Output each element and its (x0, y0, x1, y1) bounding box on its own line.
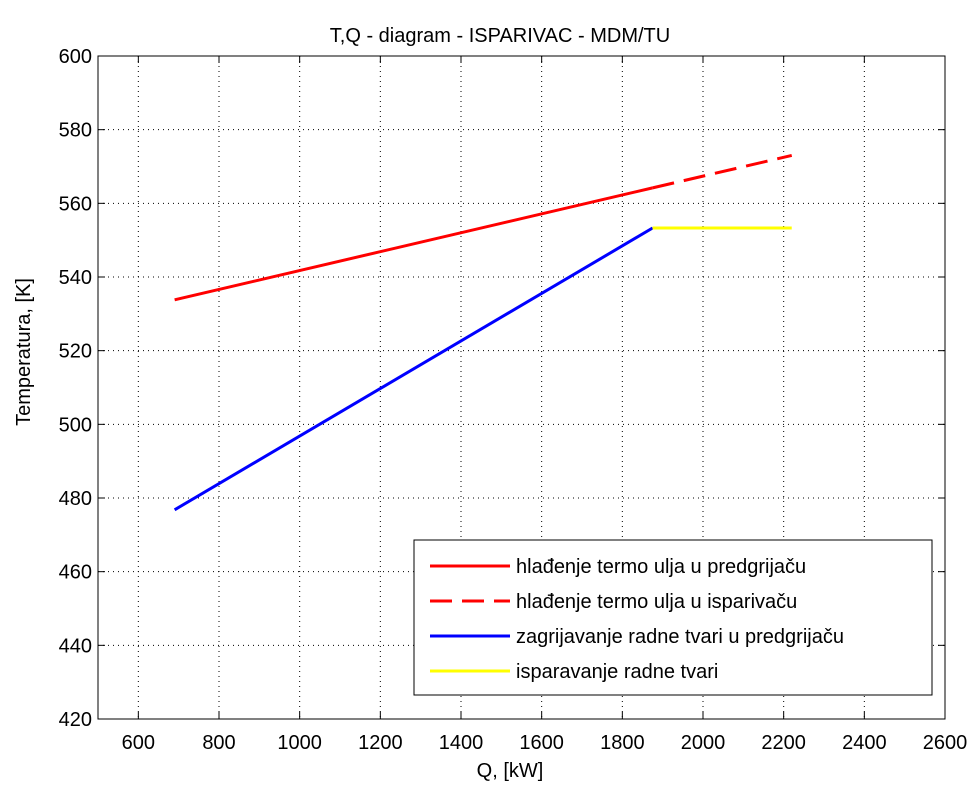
x-tick-label: 1800 (600, 732, 645, 754)
y-tick-label: 420 (59, 709, 92, 731)
y-tick-label: 580 (59, 120, 92, 142)
y-tick-label: 540 (59, 267, 92, 289)
chart-title: T,Q - diagram - ISPARIVAC - MDM/TU (330, 25, 670, 47)
legend-label-4: isparavanje radne tvari (516, 661, 718, 683)
y-tick-label: 600 (59, 46, 92, 68)
x-tick-label: 2600 (923, 732, 968, 754)
legend-label-1: hlađenje termo ulja u predgrijaču (516, 556, 806, 578)
x-axis-label: Q, [kW] (477, 760, 544, 782)
series-line-3 (173, 226, 654, 512)
x-tick-label: 1600 (519, 732, 564, 754)
x-tick-label: 1000 (277, 732, 322, 754)
x-tick-label: 2400 (842, 732, 887, 754)
x-tick-label: 600 (122, 732, 155, 754)
y-axis-label: Temperatura, [K] (13, 278, 35, 426)
legend-label-3: zagrijavanje radne tvari u predgrijaču (516, 626, 844, 648)
y-tick-label: 480 (59, 488, 92, 510)
x-tick-label: 2200 (761, 732, 806, 754)
legend-label-2: hlađenje termo ulja u isparivaču (516, 591, 797, 613)
y-tick-label: 500 (59, 414, 92, 436)
x-tick-label: 2000 (681, 732, 726, 754)
x-tick-label: 800 (202, 732, 235, 754)
series-line-1 (174, 186, 653, 302)
y-tick-label: 440 (59, 635, 92, 657)
plot-frame (97, 55, 946, 720)
x-tick-label: 1200 (358, 732, 403, 754)
y-tick-label: 560 (59, 193, 92, 215)
y-tick-label: 520 (59, 341, 92, 363)
series-line-2 (652, 153, 793, 190)
y-tick-label: 460 (59, 562, 92, 584)
x-tick-label: 1400 (439, 732, 484, 754)
plot-area: 600 800 1000 1200 1400 1600 1800 2000 2200 2400 26… (59, 46, 968, 754)
